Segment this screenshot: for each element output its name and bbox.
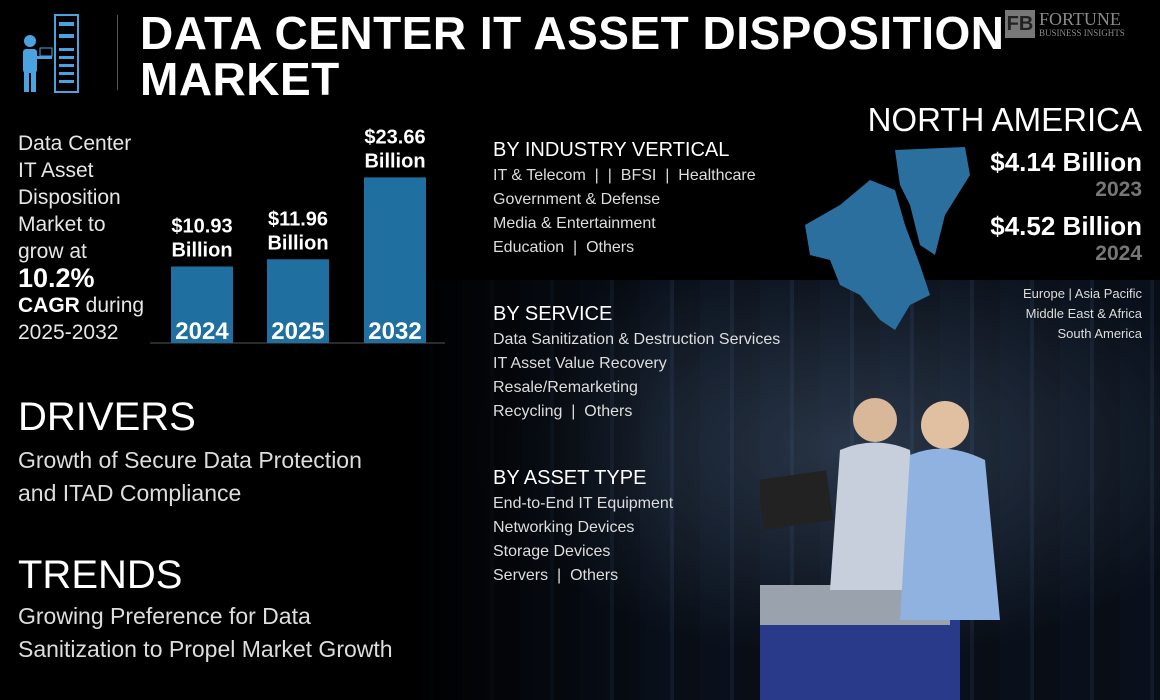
region-value-2023: $4.14 Billion — [990, 147, 1142, 177]
region-year-2023: 2023 — [1095, 178, 1142, 201]
bar-category-label: 2024 — [175, 318, 229, 345]
segment-item: IT Asset Value Recovery — [493, 355, 667, 372]
title-line2: MARKET — [140, 53, 340, 105]
region-name: NORTH AMERICA — [867, 101, 1142, 138]
trends-heading: TRENDS — [18, 553, 183, 597]
drivers-line: Growth of Secure Data Protection — [18, 447, 362, 473]
segment-item: End-to-End IT Equipment — [493, 495, 674, 512]
segment-item: Recycling | Others — [493, 403, 633, 420]
title-line1: DATA CENTER IT ASSET DISPOSITION — [140, 7, 1005, 59]
north-america-map — [805, 147, 970, 330]
segment-item: Education | Others — [493, 239, 635, 256]
region-year-2024: 2024 — [1095, 242, 1142, 265]
regional-highlight: NORTH AMERICA $4.14 Billion 2023 $4.52 B… — [868, 100, 1142, 344]
cagr-summary: Data Center IT Asset Disposition Market … — [18, 130, 158, 346]
segment-item: IT & Telecom | | BFSI | Healthcare — [493, 167, 756, 184]
cagr-value: 10.2% — [18, 263, 95, 293]
bar-2032 — [364, 177, 426, 343]
segment-1: BY SERVICE Data Sanitization & Destructio… — [493, 302, 780, 424]
bar-2024 — [171, 266, 233, 343]
segment-item: Networking Devices — [493, 519, 635, 536]
bar-value-label: $11.96 — [268, 208, 328, 230]
title-divider — [117, 15, 118, 90]
bar-2025 — [267, 259, 329, 343]
trends-text: Growing Preference for Data Sanitization … — [18, 600, 393, 666]
segment-item: Resale/Remarketing — [493, 379, 638, 396]
segment-item: Data Sanitization & Destruction Services — [493, 331, 781, 348]
technicians-photo — [760, 398, 1000, 700]
cagr-label: CAGR — [18, 294, 80, 317]
bar-category-label: 2032 — [368, 318, 421, 345]
page-title: DATA CENTER IT ASSET DISPOSITION MARKET — [140, 10, 1004, 102]
bar-unit-label: Billion — [171, 239, 232, 261]
intro-line: grow at — [18, 240, 87, 263]
intro-line: Data Center — [18, 132, 132, 155]
region-value-2024: $4.52 Billion — [990, 211, 1142, 241]
bar-value-label: $10.93 — [171, 215, 232, 237]
trends-line: Growing Preference for Data — [18, 603, 311, 629]
intro-line: Disposition — [18, 186, 121, 209]
drivers-text: Growth of Secure Data Protection and ITAD… — [18, 444, 362, 510]
segment-title: BY INDUSTRY VERTICAL — [493, 139, 730, 161]
fortune-business-insights-logo: FB FORTUNE BUSINESS INSIGHTS — [1005, 9, 1125, 38]
other-region: South America — [1057, 326, 1142, 341]
logo-sub: BUSINESS INSIGHTS — [1039, 28, 1125, 38]
bar-category-label: 2025 — [271, 318, 324, 345]
segment-0: BY INDUSTRY VERTICAL IT & Telecom | | BFS… — [493, 138, 756, 260]
segment-item: Servers | Others — [493, 567, 619, 584]
intro-line: Market to — [18, 213, 106, 236]
segment-item: Media & Entertainment — [493, 215, 656, 232]
bar-value-label: $23.66 — [364, 126, 425, 148]
bar-unit-label: Billion — [267, 232, 328, 254]
other-region: Europe | Asia Pacific — [1023, 286, 1142, 301]
bar-unit-label: Billion — [364, 150, 425, 172]
logo-brand: FORTUNE — [1039, 9, 1121, 29]
technician-server-icon — [23, 14, 79, 93]
intro-line: IT Asset — [18, 159, 94, 182]
segment-title: BY ASSET TYPE — [493, 467, 647, 489]
drivers-line: and ITAD Compliance — [18, 480, 242, 506]
trends-line: Sanitization to Propel Market Growth — [18, 636, 393, 662]
other-region: Middle East & Africa — [1025, 306, 1142, 321]
other-regions: Europe | Asia Pacific Middle East & Afric… — [868, 284, 1142, 344]
market-size-bar-chart: 2024$10.93Billion2025$11.96Billion2032$2… — [150, 126, 445, 345]
segment-item: Government & Defense — [493, 191, 661, 208]
segment-2: BY ASSET TYPE End-to-End IT Equipment Netw… — [493, 466, 673, 588]
drivers-heading: DRIVERS — [18, 395, 196, 439]
during-text: during — [79, 294, 145, 317]
segment-title: BY SERVICE — [493, 303, 613, 325]
cagr-period: 2025-2032 — [18, 321, 119, 344]
segment-item: Storage Devices — [493, 543, 611, 560]
